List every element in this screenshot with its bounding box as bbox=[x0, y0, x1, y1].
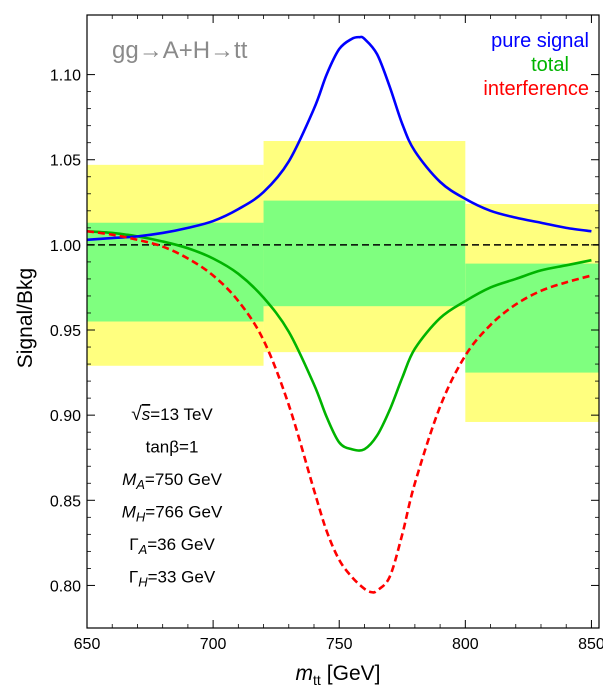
parameter-line-3: MA=750 GeV bbox=[122, 470, 223, 492]
curves bbox=[86, 35, 592, 594]
y-tick-label-1.05: 1.05 bbox=[50, 153, 81, 170]
parameter-line-2: tanβ=1 bbox=[146, 438, 199, 457]
parameter-value: =766 GeV bbox=[145, 503, 223, 522]
parameter-subscript: H bbox=[136, 510, 146, 525]
interference-curve bbox=[86, 229, 592, 594]
parameter-symbol: tanβ bbox=[146, 438, 180, 457]
parameter-subscript: H bbox=[138, 575, 148, 590]
x-axis-title-m: m bbox=[296, 662, 314, 685]
sqrt-sign: √ bbox=[131, 404, 142, 425]
pure-signal-curve bbox=[86, 35, 592, 242]
process-label: gg→A+H→tt bbox=[112, 37, 248, 64]
parameter-symbol: s bbox=[142, 405, 151, 424]
parameter-line-6: ΓH=33 GeV bbox=[129, 568, 216, 590]
green-band-bin-2 bbox=[263, 200, 466, 307]
legend-total: total bbox=[531, 54, 569, 76]
parameter-symbol: M bbox=[122, 470, 137, 489]
parameter-value: =750 GeV bbox=[145, 470, 223, 489]
x-axis-title: mtt [GeV] bbox=[296, 662, 381, 688]
x-tick-label-650: 650 bbox=[74, 636, 101, 653]
plot-frame bbox=[86, 14, 600, 629]
y-tick-label-0.95: 0.95 bbox=[50, 323, 81, 340]
x-axis-title-unit: [GeV] bbox=[327, 662, 381, 685]
parameter-symbol: Γ bbox=[129, 535, 138, 554]
y-axis-title: Signal/Bkg bbox=[14, 268, 37, 368]
parameter-value: =33 GeV bbox=[148, 568, 216, 587]
legend-interference: interference bbox=[483, 78, 589, 100]
parameter-value: =36 GeV bbox=[147, 535, 215, 554]
parameter-value: =1 bbox=[179, 438, 198, 457]
x-axis-title-sub: tt bbox=[313, 672, 321, 688]
y-tick-label-1.1: 1.10 bbox=[50, 68, 81, 85]
y-tick-label-1: 1.00 bbox=[50, 238, 81, 255]
parameter-line-4: MH=766 GeV bbox=[122, 503, 223, 525]
parameter-line-1: √s=13 TeV bbox=[131, 404, 213, 425]
legend-pure-signal: pure signal bbox=[491, 30, 589, 52]
y-tick-label-0.85: 0.85 bbox=[50, 493, 81, 510]
x-tick-label-850: 850 bbox=[578, 636, 603, 653]
green-band-bin-3 bbox=[465, 263, 599, 373]
x-tick-label-700: 700 bbox=[200, 636, 227, 653]
y-tick-label-0.9: 0.90 bbox=[50, 408, 81, 425]
axis-ticks: 650 700 750 800 850 0.80 0.85 0.90 0.95 1.00 1.05 1… bbox=[50, 15, 603, 653]
parameter-value: =13 TeV bbox=[150, 405, 213, 424]
parameter-line-5: ΓA=36 GeV bbox=[129, 535, 215, 557]
parameter-symbol: Γ bbox=[129, 568, 138, 587]
total-curve bbox=[86, 229, 592, 452]
uncertainty-bands bbox=[87, 141, 599, 422]
parameter-subscript: A bbox=[135, 477, 145, 492]
x-tick-label-800: 800 bbox=[452, 636, 479, 653]
x-tick-label-750: 750 bbox=[326, 636, 353, 653]
parameter-subscript: A bbox=[138, 542, 148, 557]
y-tick-label-0.8: 0.80 bbox=[50, 578, 81, 595]
parameter-symbol: M bbox=[122, 503, 137, 522]
